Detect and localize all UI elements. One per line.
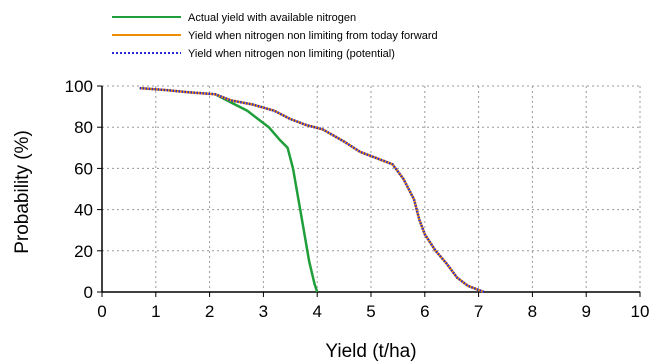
x-tick-label: 2 — [205, 302, 214, 321]
x-tick-label: 6 — [420, 302, 429, 321]
x-tick-label: 0 — [97, 302, 106, 321]
legend-label-3: Yield when nitrogen non limiting (potent… — [188, 48, 395, 60]
y-tick-label: 100 — [65, 77, 93, 96]
x-tick-label: 5 — [366, 302, 375, 321]
y-tick-label: 20 — [74, 242, 93, 261]
y-tick-label: 60 — [74, 159, 93, 178]
x-tick-label: 9 — [581, 302, 590, 321]
x-tick-label: 1 — [151, 302, 160, 321]
x-tick-label: 3 — [259, 302, 268, 321]
x-tick-labels: 0 1 2 3 4 5 6 7 8 9 10 — [97, 302, 649, 321]
series-line-2 — [139, 86, 485, 294]
legend-label-2: Yield when nitrogen non limiting from to… — [188, 30, 438, 42]
x-tick-label: 7 — [474, 302, 483, 321]
y-tick-label: 0 — [84, 283, 93, 302]
series-lines — [139, 86, 485, 294]
legend-label-1: Actual yield with available nitrogen — [188, 12, 356, 24]
axes — [97, 85, 641, 297]
x-tick-label: 4 — [312, 302, 321, 321]
y-tick-label: 40 — [74, 201, 93, 220]
y-axis-title: Probability (%) — [12, 130, 33, 254]
series-line-3 — [139, 86, 485, 294]
legend: Actual yield with available nitrogen Yiel… — [112, 12, 438, 60]
x-tick-label: 8 — [528, 302, 537, 321]
y-tick-labels: 0 20 40 60 80 100 — [65, 77, 93, 302]
y-tick-label: 80 — [74, 118, 93, 137]
x-axis-title: Yield (t/ha) — [325, 341, 416, 362]
x-tick-label: 10 — [631, 302, 650, 321]
series-line-1 — [214, 93, 319, 293]
grid-lines — [102, 85, 641, 292]
